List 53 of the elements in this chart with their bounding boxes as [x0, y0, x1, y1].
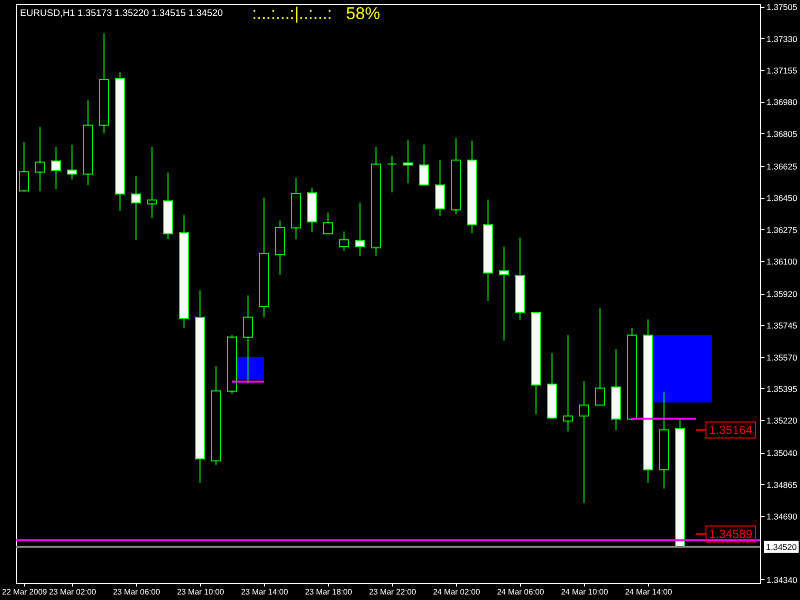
- candlestick: [67, 144, 77, 180]
- y-tick-label: 1.36625: [766, 161, 798, 172]
- y-tick-label: 1.36980: [766, 97, 798, 108]
- y-tick-label: 1.34340: [766, 574, 798, 585]
- candlestick: [499, 246, 509, 342]
- candlestick: [19, 141, 29, 192]
- y-tick-label: 1.34690: [766, 512, 798, 522]
- candlestick: [355, 202, 365, 257]
- x-tick-label: 23 Mar 02:00: [48, 588, 97, 596]
- y-tick-label: 1.36100: [766, 256, 798, 266]
- x-tick-label: 24 Mar 10:00: [560, 588, 609, 596]
- candlestick: [35, 126, 45, 192]
- y-tick-label: 1.35920: [766, 289, 798, 299]
- y-tick-label: 1.36805: [766, 128, 798, 139]
- y-tick-label: 1.36450: [766, 193, 798, 204]
- x-tick-label: 23 Mar 14:00: [240, 588, 289, 596]
- candlestick: [579, 380, 589, 504]
- y-tick-label: 1.35040: [766, 448, 798, 458]
- x-tick-label: 24 Mar 02:00: [432, 588, 481, 596]
- chart-title: EURUSD,H1 1.35173 1.35220 1.34515 1.34520: [20, 8, 223, 19]
- y-tick-label: 1.36275: [766, 224, 798, 235]
- candlestick: [131, 175, 141, 241]
- candlestick: [595, 308, 605, 406]
- x-tick-label: 24 Mar 06:00: [496, 588, 545, 596]
- y-tick-label: 1.35395: [766, 384, 798, 394]
- x-tick-label: 22 Mar 2009: [2, 588, 48, 596]
- annotation: 1.35164: [709, 423, 753, 437]
- y-tick-label: 1.35745: [766, 320, 798, 331]
- candlestick: [243, 294, 253, 384]
- annotation: :...:...:|..:...:: [252, 4, 332, 23]
- candlestick: [339, 230, 349, 252]
- x-tick-label: 24 Mar 14:00: [624, 588, 673, 596]
- candlestick: [387, 155, 397, 193]
- x-tick-label: 23 Mar 22:00: [368, 588, 417, 596]
- candlestick: [435, 159, 445, 217]
- x-tick-label: 23 Mar 06:00: [112, 588, 161, 596]
- candlestick: [51, 146, 61, 190]
- annotation: 1.34589: [709, 527, 753, 541]
- y-tick-label: 1.37505: [766, 2, 798, 12]
- ref-line-label: 1.34520: [766, 542, 797, 552]
- x-tick-label: 23 Mar 10:00: [176, 588, 225, 596]
- y-tick-label: 1.35570: [766, 352, 798, 362]
- y-tick-label: 1.37330: [766, 34, 798, 44]
- x-tick-label: 23 Mar 18:00: [304, 588, 353, 596]
- annotation: 58%: [346, 4, 380, 23]
- y-tick-label: 1.37155: [766, 66, 798, 76]
- candlestick: [147, 146, 157, 219]
- y-tick-label: 1.34865: [766, 480, 798, 490]
- candlestick: [403, 139, 413, 184]
- candlestick: [419, 144, 429, 186]
- candlestick: [563, 334, 573, 432]
- candlestick: [323, 212, 333, 234]
- y-tick-label: 1.35220: [766, 416, 798, 426]
